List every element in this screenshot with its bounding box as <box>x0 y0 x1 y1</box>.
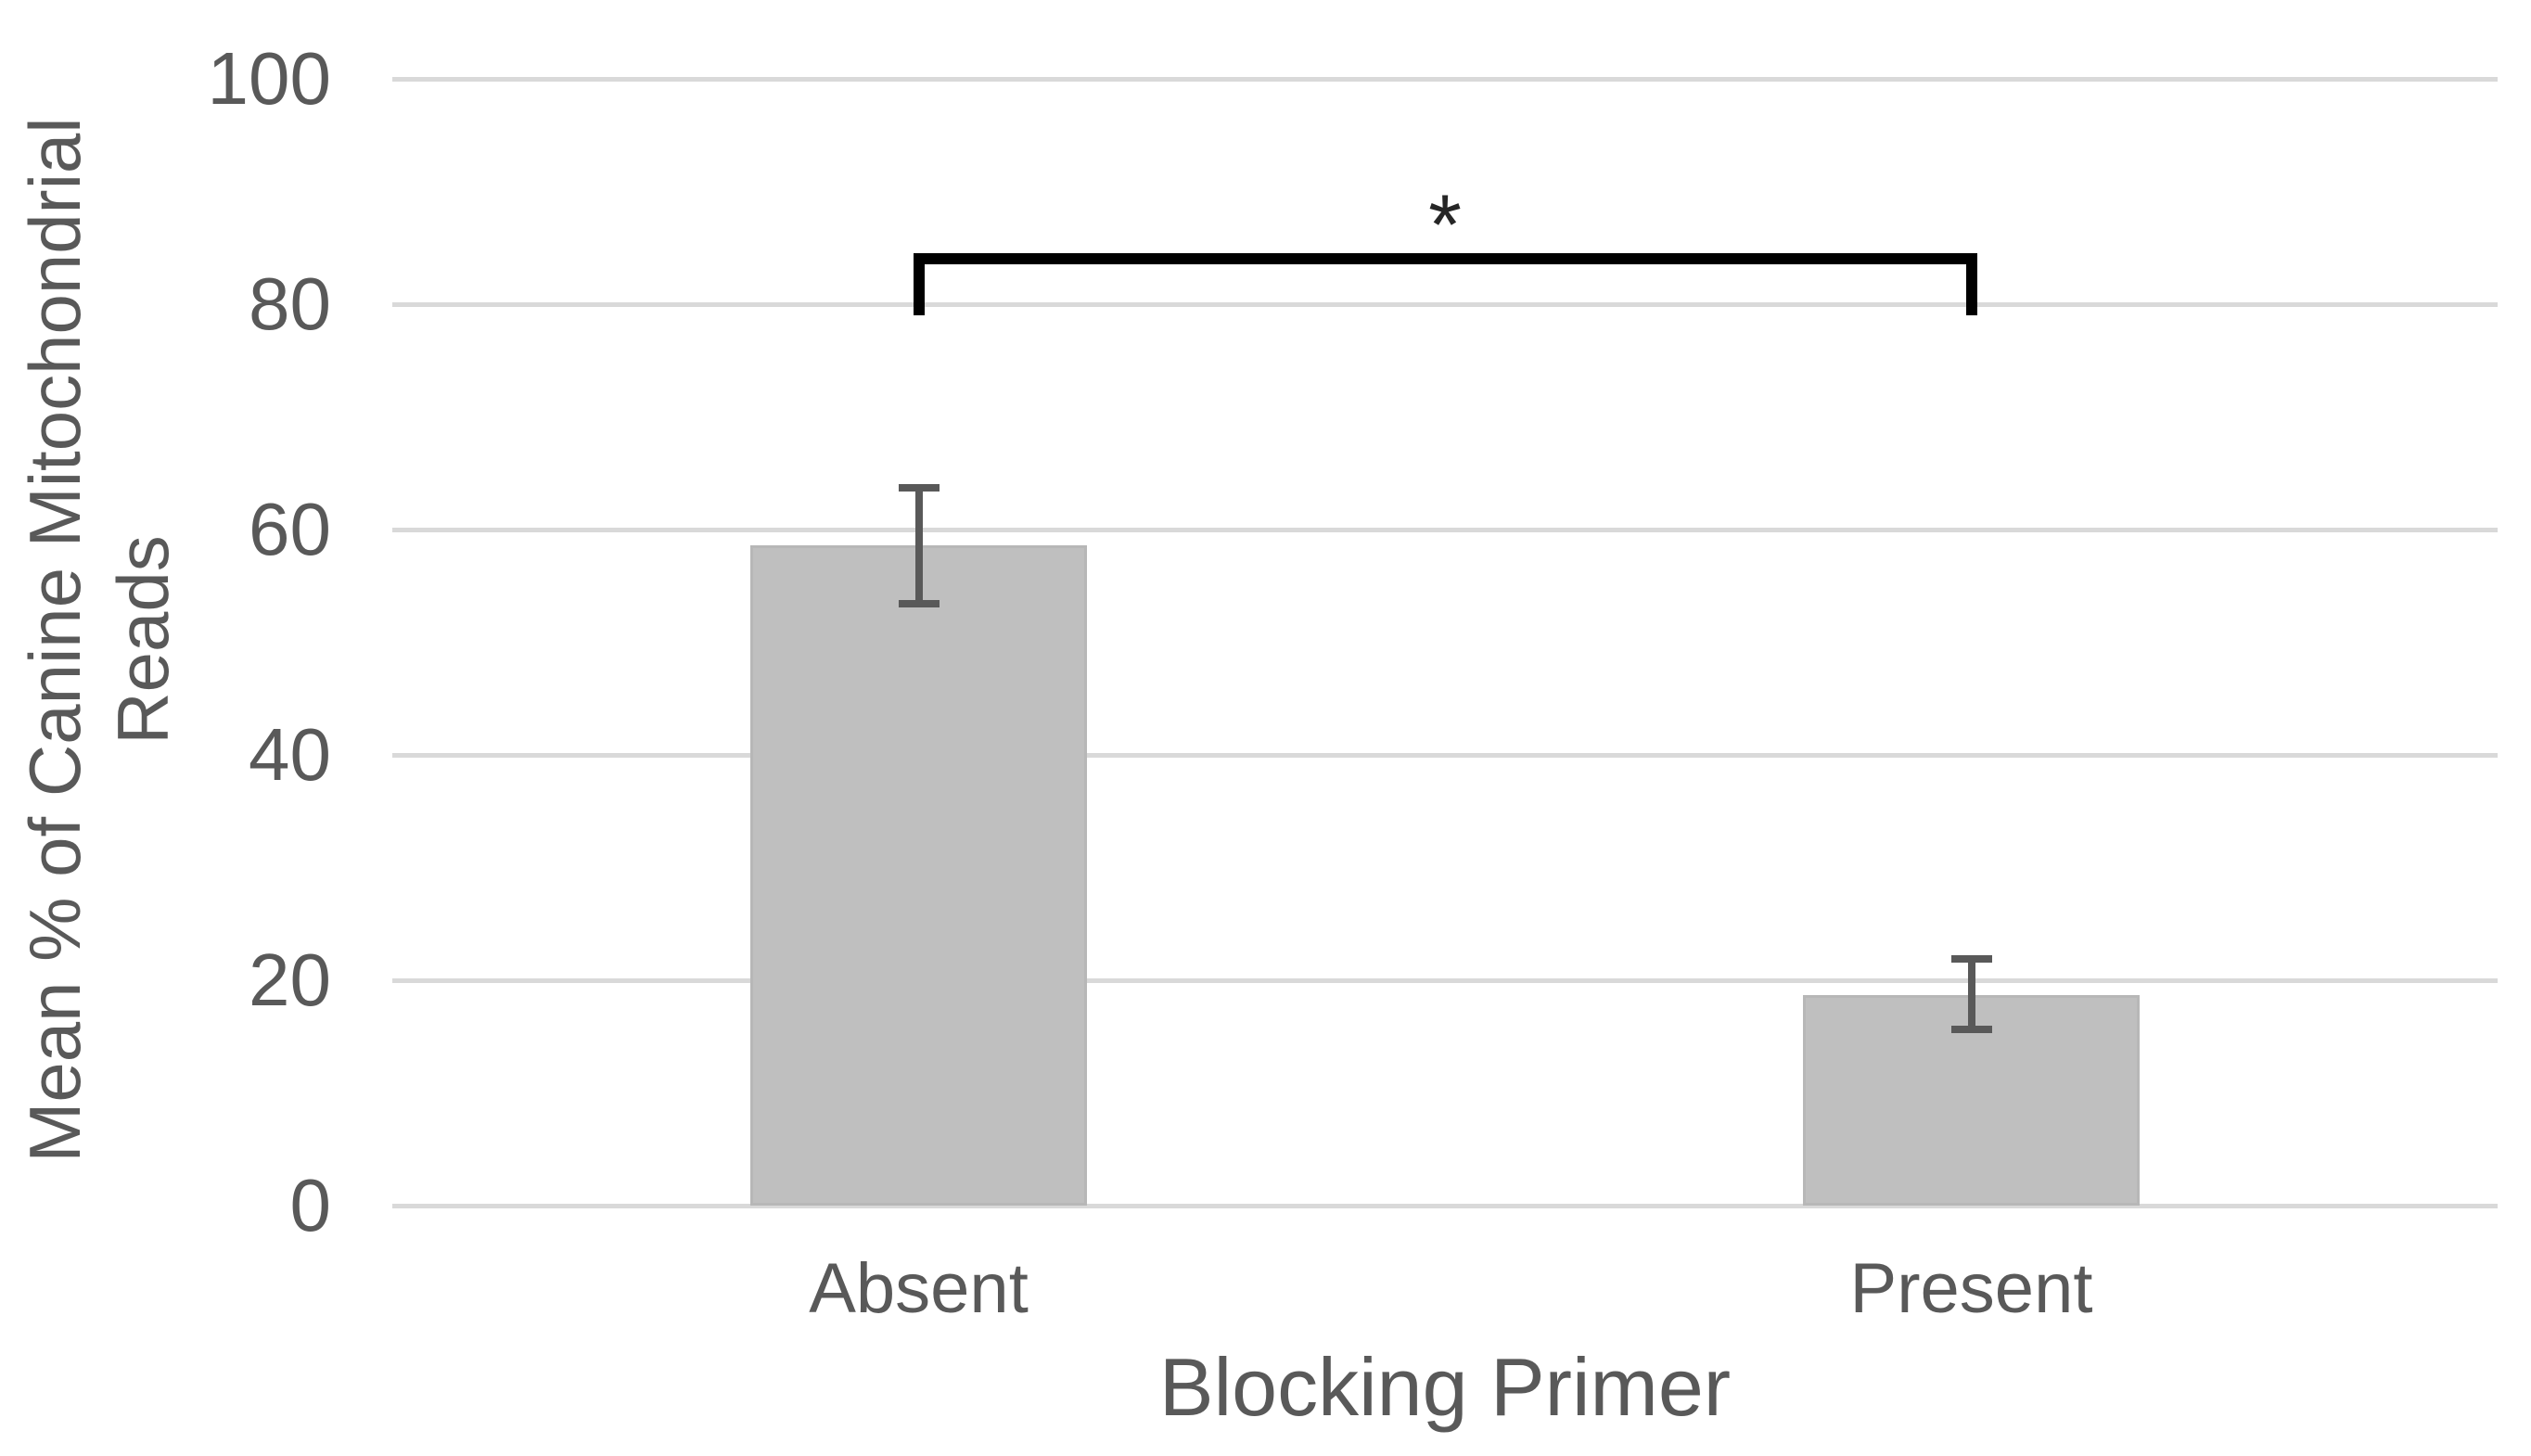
gridline-y40 <box>392 753 2498 758</box>
bar-absent <box>750 545 1087 1206</box>
gridline-y100 <box>392 77 2498 82</box>
error-bar-line <box>914 488 923 605</box>
error-bar-line <box>1967 958 1975 1030</box>
error-bar-cap-top <box>1950 954 1992 963</box>
error-bar-cap-top <box>898 484 940 492</box>
error-bar-cap-bottom <box>1950 1026 1992 1034</box>
gridline-y60 <box>392 528 2498 532</box>
y-tick-label: 40 <box>249 713 331 796</box>
significance-asterisk: * <box>1428 177 1462 273</box>
y-tick-label: 60 <box>249 488 331 570</box>
x-axis-title: Blocking Primer <box>1158 1341 1732 1433</box>
significance-bracket <box>913 253 1977 316</box>
y-tick-label: 0 <box>289 1164 332 1246</box>
gridline-y20 <box>392 978 2498 983</box>
y-tick-label: 100 <box>207 37 331 120</box>
gridline-y80 <box>392 302 2498 307</box>
error-bar-cap-bottom <box>898 600 940 608</box>
y-tick-label: 20 <box>249 939 331 1021</box>
x-category-label-absent: Absent <box>809 1249 1029 1328</box>
y-tick-label: 80 <box>249 262 331 345</box>
gridline-y0 <box>392 1204 2498 1208</box>
x-category-label-present: Present <box>1849 1249 2093 1328</box>
